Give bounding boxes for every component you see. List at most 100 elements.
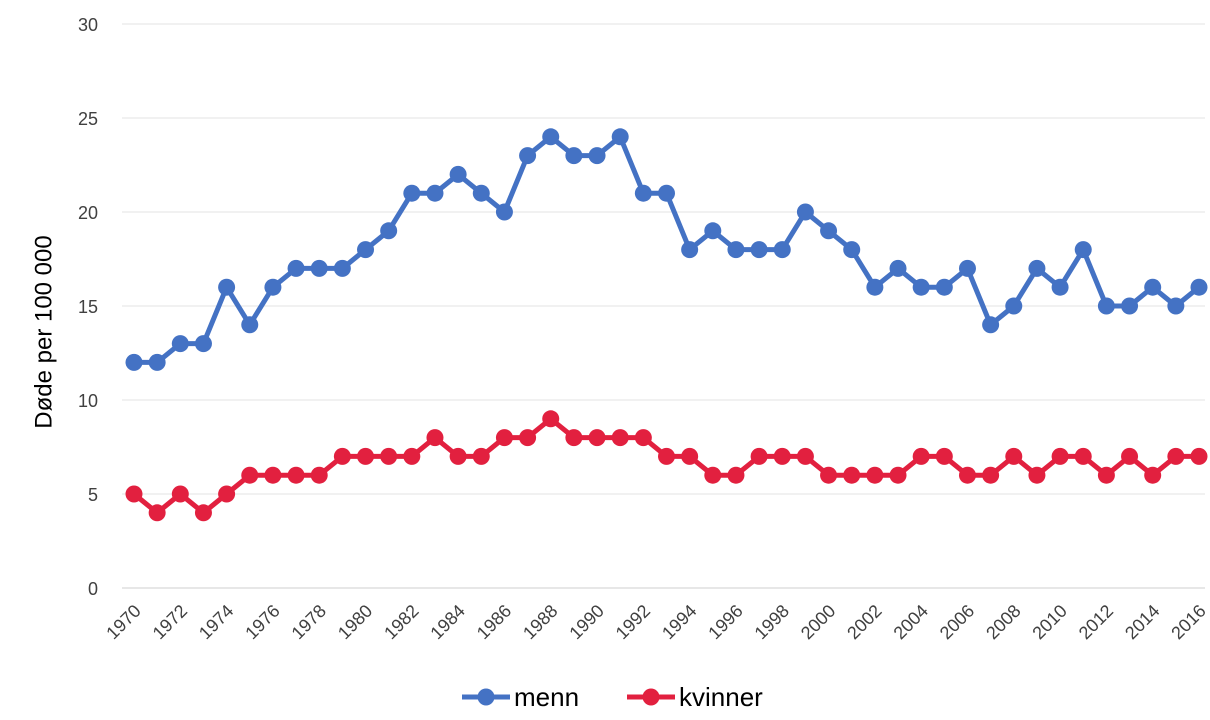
data-point-kvinner: [287, 466, 305, 484]
data-point-menn: [658, 184, 675, 202]
data-point-menn: [148, 353, 166, 371]
data-point-kvinner: [588, 429, 606, 447]
data-point-kvinner: [1097, 466, 1115, 484]
y-tick-label: 0: [88, 579, 98, 599]
x-tick-label: 2014: [1121, 601, 1163, 643]
x-tick-label: 1972: [149, 601, 191, 643]
x-tick-label: 1994: [658, 601, 700, 643]
data-point-menn: [982, 316, 1000, 334]
data-point-kvinner: [1167, 447, 1185, 465]
data-point-menn: [866, 278, 884, 296]
data-point-kvinner: [982, 466, 1000, 484]
data-point-menn: [634, 184, 652, 202]
y-tick-label: 15: [78, 297, 98, 317]
data-point-menn: [750, 241, 768, 259]
y-axis-ticks: 0 5 10 15 20 25 30: [78, 15, 98, 599]
x-tick-label: 1970: [102, 601, 144, 643]
data-point-kvinner: [773, 447, 791, 465]
data-point-kvinner: [542, 410, 560, 428]
data-point-menn: [495, 203, 513, 221]
data-point-menn: [171, 335, 189, 353]
series-kvinner: [125, 410, 1208, 522]
x-tick-label: 1980: [334, 601, 376, 643]
data-point-kvinner: [403, 447, 421, 465]
data-point-menn: [1144, 278, 1162, 296]
data-point-kvinner: [194, 504, 212, 522]
data-point-menn: [1167, 297, 1185, 315]
data-point-kvinner: [658, 447, 675, 465]
data-point-kvinner: [1028, 466, 1046, 484]
data-point-menn: [820, 222, 838, 240]
series-line-menn: [134, 134, 1201, 365]
data-point-kvinner: [1005, 447, 1023, 465]
data-point-kvinner: [125, 485, 143, 503]
data-point-kvinner: [449, 447, 467, 465]
x-tick-label: 1986: [473, 601, 515, 643]
data-point-menn: [403, 184, 421, 202]
data-point-kvinner: [218, 485, 236, 503]
data-point-kvinner: [935, 447, 953, 465]
x-tick-label: 1990: [565, 601, 607, 643]
data-point-menn: [519, 147, 537, 165]
data-point-menn: [727, 241, 745, 259]
data-point-kvinner: [264, 466, 282, 484]
x-tick-label: 2006: [936, 601, 978, 643]
data-point-menn: [333, 259, 351, 277]
data-point-kvinner: [681, 447, 699, 465]
data-point-kvinner: [1190, 447, 1208, 465]
data-point-menn: [1051, 278, 1069, 296]
data-point-kvinner: [1121, 447, 1139, 465]
data-point-menn: [472, 184, 490, 202]
data-point-menn: [958, 259, 976, 277]
x-tick-label: 2008: [982, 601, 1024, 643]
data-point-menn: [1074, 241, 1092, 259]
data-point-menn: [773, 241, 791, 259]
data-point-kvinner: [333, 447, 351, 465]
data-point-kvinner: [426, 429, 444, 447]
legend-swatch-marker: [642, 688, 660, 706]
data-point-menn: [1190, 278, 1208, 296]
x-tick-label: 1984: [426, 601, 468, 643]
x-tick-label: 2000: [797, 601, 839, 643]
x-tick-label: 1996: [704, 601, 746, 643]
x-axis-ticks: 1970 1972 1974 1976 1978 1980 1982 1984 1986 1988…: [102, 601, 1209, 643]
data-point-kvinner: [912, 447, 930, 465]
x-tick-label: 1974: [195, 601, 237, 643]
legend-label: kvinner: [679, 682, 763, 712]
data-point-menn: [565, 147, 583, 165]
x-tick-label: 1998: [751, 601, 793, 643]
data-point-menn: [542, 128, 560, 146]
x-tick-label: 1992: [612, 601, 654, 643]
data-point-kvinner: [241, 466, 259, 484]
x-tick-label: 2002: [843, 601, 885, 643]
series-line-kvinner: [132, 416, 1199, 516]
series-menn: [125, 128, 1208, 371]
data-point-menn: [125, 353, 143, 371]
data-point-kvinner: [1074, 447, 1092, 465]
data-point-menn: [218, 278, 236, 296]
data-point-menn: [357, 241, 375, 259]
y-tick-label: 20: [78, 203, 98, 223]
data-point-kvinner: [171, 485, 189, 503]
data-point-kvinner: [796, 447, 814, 465]
data-point-kvinner: [704, 466, 722, 484]
data-point-kvinner: [310, 466, 328, 484]
data-point-menn: [310, 259, 328, 277]
x-tick-label: 1978: [288, 601, 330, 643]
x-tick-label: 2012: [1075, 601, 1117, 643]
data-point-menn: [796, 203, 814, 221]
data-point-menn: [426, 184, 444, 202]
legend-item-menn: menn: [462, 682, 579, 712]
data-point-menn: [588, 147, 606, 165]
x-tick-label: 1976: [241, 601, 283, 643]
data-point-kvinner: [1051, 447, 1069, 465]
data-point-kvinner: [727, 466, 745, 484]
y-axis-label: Døde per 100 000: [30, 235, 57, 428]
data-point-kvinner: [495, 429, 513, 447]
legend-item-kvinner: kvinner: [627, 682, 763, 712]
data-point-menn: [611, 128, 629, 146]
legend: menn kvinner: [462, 682, 763, 712]
y-tick-label: 5: [88, 485, 98, 505]
data-point-menn: [681, 241, 699, 259]
